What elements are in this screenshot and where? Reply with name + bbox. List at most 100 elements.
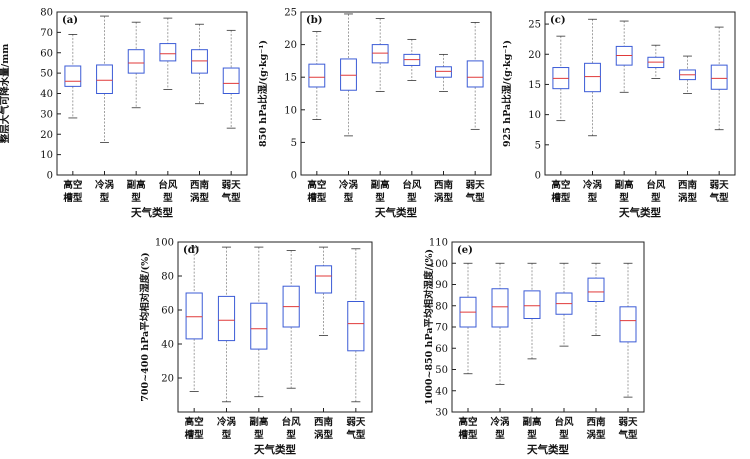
x-tick-label-line2: 型 xyxy=(495,429,505,441)
x-tick-label: 台风型 xyxy=(402,179,422,204)
box-3 xyxy=(371,18,389,92)
box-2 xyxy=(584,18,601,137)
x-tick-label: 弱天气型 xyxy=(221,180,242,204)
x-tick-label-line1: 冷涡 xyxy=(217,416,236,428)
x-axis-label: 天气类型 xyxy=(619,206,661,219)
box-5 xyxy=(587,262,605,336)
box-3 xyxy=(250,246,268,398)
x-tick-label-line1: 副高 xyxy=(249,416,269,428)
box-4 xyxy=(555,262,573,347)
box-3 xyxy=(523,262,541,360)
x-tick-label: 台风型 xyxy=(646,179,666,204)
y-tick-label: 100 xyxy=(429,259,448,270)
y-tick-label: 0 xyxy=(535,171,541,182)
x-tick-label: 副高型 xyxy=(249,416,269,441)
iqr-box xyxy=(466,60,484,88)
x-tick-label-line2: 型 xyxy=(527,429,537,441)
iqr-box xyxy=(96,64,113,94)
box-2 xyxy=(217,246,236,403)
x-tick-label: 弱天气型 xyxy=(345,417,366,441)
box-5 xyxy=(191,23,208,105)
box-1 xyxy=(64,34,82,119)
x-tick-label-line1: 台风 xyxy=(158,179,178,191)
x-tick-label: 副高型 xyxy=(371,179,391,204)
box-4 xyxy=(159,17,177,90)
x-tick-label-line1: 台风 xyxy=(402,179,422,191)
x-tick-label-line1: 台风 xyxy=(282,416,302,428)
plot-frame xyxy=(451,241,645,413)
y-tick-label: 20 xyxy=(40,130,53,141)
panel-label: (b) xyxy=(306,15,322,26)
x-tick-label: 台风型 xyxy=(158,179,178,204)
x-tick-label-line1: 弱天 xyxy=(346,417,366,428)
x-tick-label: 冷涡型 xyxy=(583,179,602,204)
x-tick-label: 高空槽型 xyxy=(185,416,205,441)
x-tick-label: 高空槽型 xyxy=(307,179,327,204)
y-tick-label: 40 xyxy=(40,89,53,100)
box-1 xyxy=(185,246,203,393)
x-tick-label: 副高型 xyxy=(615,179,635,204)
x-tick-label-line2: 气型 xyxy=(221,192,242,204)
iqr-box xyxy=(308,63,326,88)
box-1 xyxy=(308,31,326,120)
x-tick-label-line1: 台风 xyxy=(554,416,574,428)
y-tick-label: 20 xyxy=(161,374,174,385)
iqr-box xyxy=(250,302,268,350)
x-tick-label-line2: 型 xyxy=(163,192,173,204)
x-tick-label-line2: 涡型 xyxy=(678,192,698,204)
x-axis-label: 天气类型 xyxy=(527,443,569,455)
y-tick-label: 15 xyxy=(528,80,541,91)
y-tick-label: 20 xyxy=(284,40,297,51)
x-tick-label: 冷涡型 xyxy=(490,416,509,441)
x-tick-label-line2: 槽型 xyxy=(185,429,205,441)
plot-frame xyxy=(177,241,373,413)
x-tick-label: 台风型 xyxy=(554,416,574,441)
panel-label: (e) xyxy=(457,245,473,256)
x-tick-label-line2: 涡型 xyxy=(190,192,210,204)
x-tick-label-line2: 型 xyxy=(286,429,296,441)
x-tick-label-line1: 高空 xyxy=(458,416,478,428)
iqr-box xyxy=(159,43,177,62)
x-tick-label: 西南涡型 xyxy=(586,416,606,441)
box-4 xyxy=(647,44,665,79)
iqr-box xyxy=(191,49,208,74)
x-tick-label-line1: 高空 xyxy=(307,179,327,191)
x-tick-label: 台风型 xyxy=(282,416,302,441)
iqr-box xyxy=(127,49,145,74)
x-tick-label-line1: 冷涡 xyxy=(339,179,358,191)
box-3 xyxy=(615,20,633,93)
iqr-box xyxy=(587,277,605,302)
x-tick-label-line2: 型 xyxy=(619,192,629,204)
box-1 xyxy=(552,35,570,122)
y-tick-label: 15 xyxy=(284,73,297,84)
iqr-box xyxy=(491,288,509,328)
x-tick-label: 西南涡型 xyxy=(678,179,698,204)
x-tick-label: 冷涡型 xyxy=(217,416,236,441)
x-tick-label-line2: 气型 xyxy=(465,192,486,204)
y-tick-label: 30 xyxy=(435,408,448,419)
x-tick-label-line2: 型 xyxy=(131,192,141,204)
panel-a: (a)01020304050607080高空槽型冷涡型副高型台风型西南涡型弱天气… xyxy=(0,8,248,219)
y-tick-label: 25 xyxy=(528,20,541,31)
box-2 xyxy=(340,13,357,137)
y-tick-label: 60 xyxy=(161,306,174,317)
x-tick-label: 弱天气型 xyxy=(465,180,486,204)
x-tick-label-line1: 西南 xyxy=(678,179,698,191)
iqr-box xyxy=(314,265,333,294)
y-tick-label: 10 xyxy=(528,110,541,121)
x-tick-label-line2: 型 xyxy=(588,192,598,204)
y-tick-label: 70 xyxy=(40,28,53,39)
x-tick-label: 弱天气型 xyxy=(709,180,730,204)
y-axis-label: 700~400 hPa平均相对湿度/(%) xyxy=(139,252,151,401)
y-tick-label: 20 xyxy=(528,50,541,61)
x-tick-label-line1: 冷涡 xyxy=(95,179,114,191)
y-tick-label: 0 xyxy=(291,171,297,182)
x-tick-label-line2: 气型 xyxy=(709,192,730,204)
x-axis-label: 天气类型 xyxy=(254,443,296,455)
x-tick-label-line1: 弱天 xyxy=(222,180,242,191)
y-tick-label: 110 xyxy=(429,238,448,249)
panel-e: (e)30405060708090100110高空槽型冷涡型副高型台风型西南涡型… xyxy=(423,238,645,456)
y-tick-label: 80 xyxy=(161,272,174,283)
x-tick-label-line1: 副高 xyxy=(371,179,391,191)
box-6 xyxy=(710,26,728,131)
